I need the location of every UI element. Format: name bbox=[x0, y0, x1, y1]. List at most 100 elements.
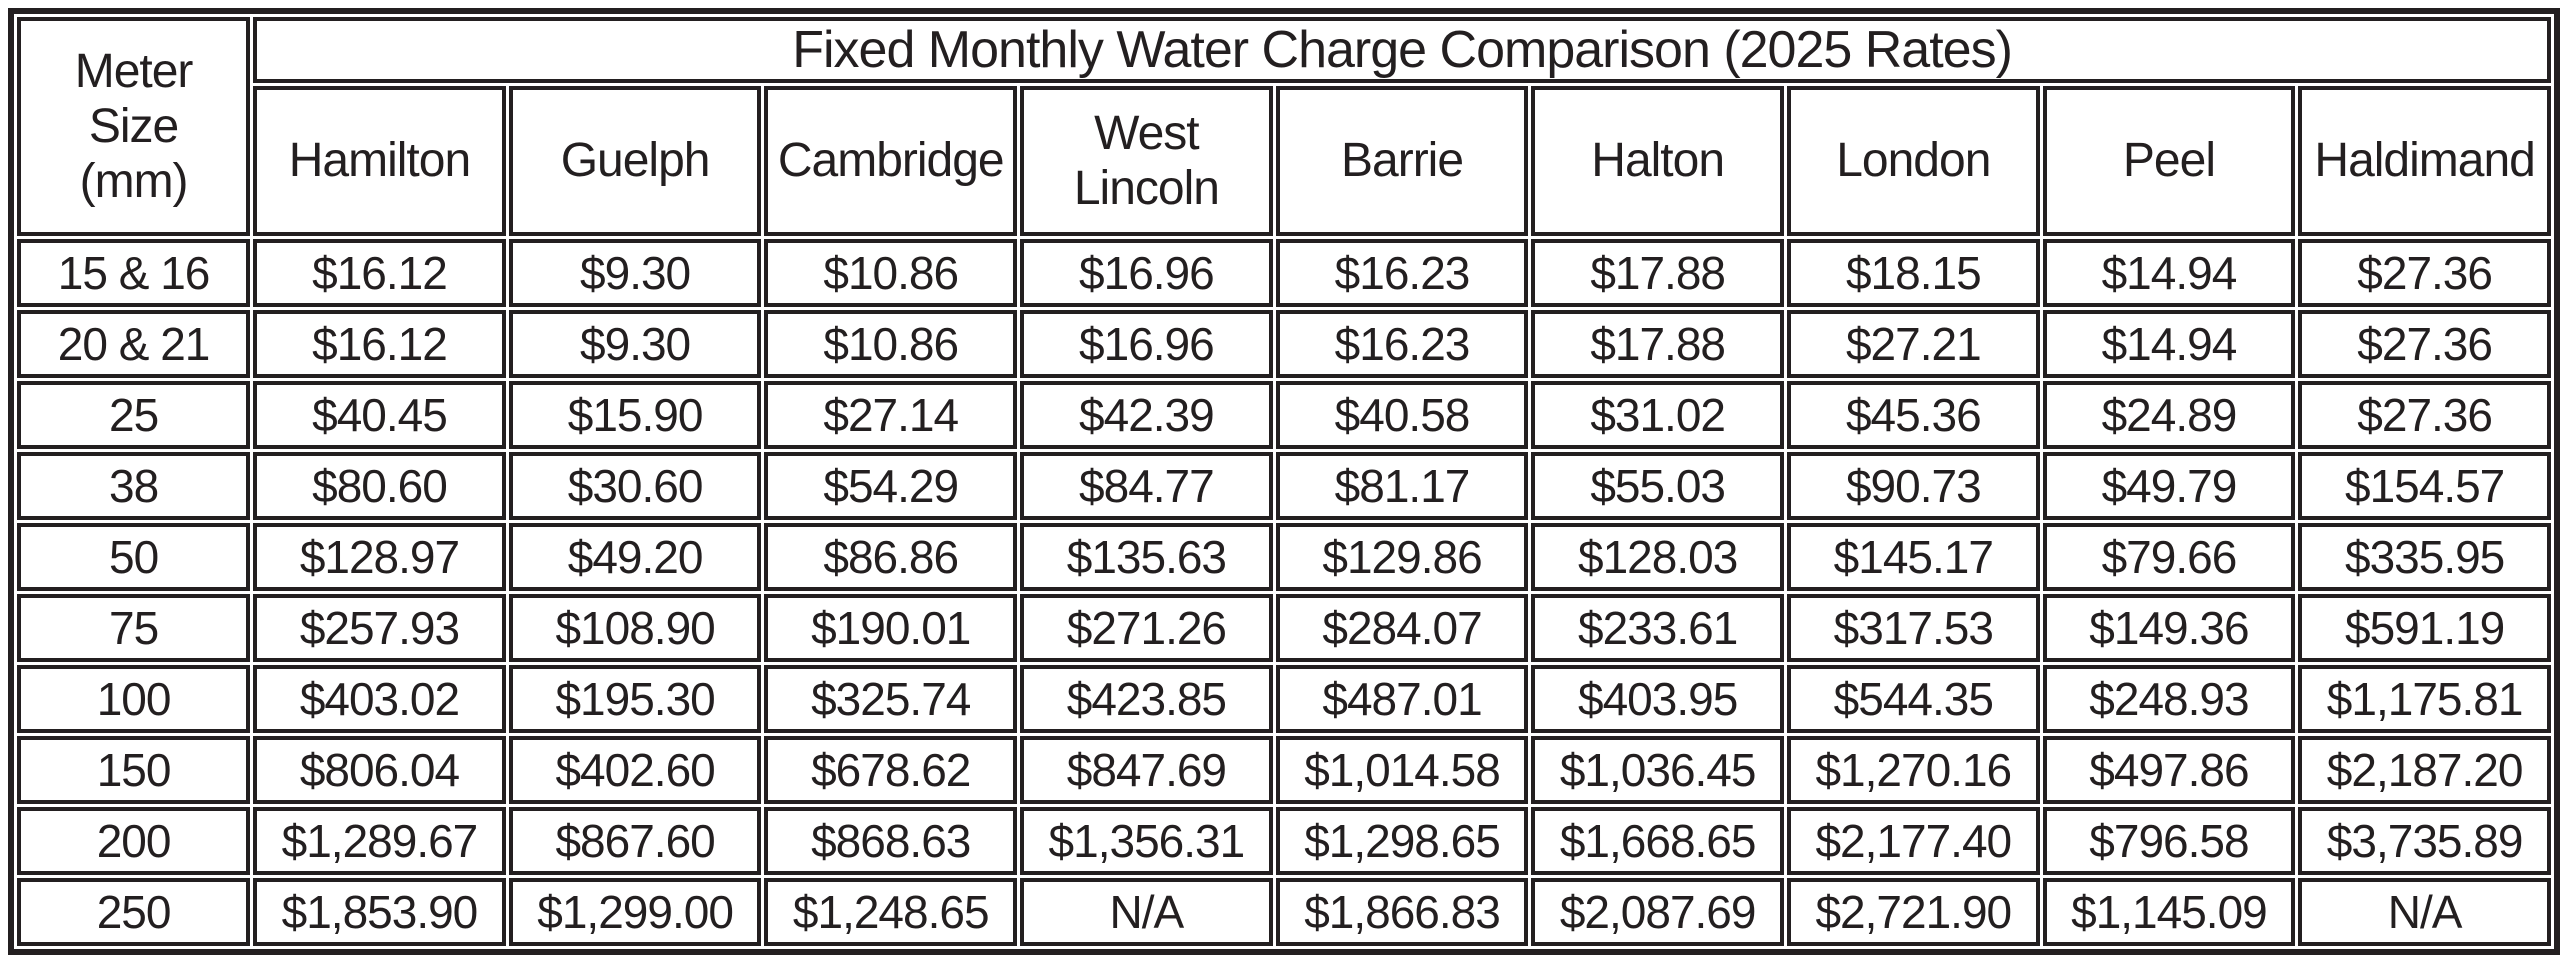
rate-cell: $335.95 bbox=[2298, 523, 2551, 591]
rate-cell: $79.66 bbox=[2042, 523, 2296, 591]
rate-cell: $3,735.89 bbox=[2298, 807, 2551, 875]
rate-cell: $867.60 bbox=[508, 807, 762, 875]
column-header-barrie: Barrie bbox=[1275, 86, 1529, 236]
rate-cell: $1,014.58 bbox=[1275, 736, 1529, 804]
rate-cell: $16.12 bbox=[253, 239, 506, 307]
rate-cell: $16.12 bbox=[253, 310, 506, 378]
rate-cell: $1,175.81 bbox=[2298, 665, 2551, 733]
rate-cell: $27.36 bbox=[2298, 310, 2551, 378]
rate-cell: $678.62 bbox=[764, 736, 1018, 804]
rate-cell: $284.07 bbox=[1275, 594, 1529, 662]
table-title: Fixed Monthly Water Charge Comparison (2… bbox=[253, 17, 2551, 83]
rate-cell: $544.35 bbox=[1786, 665, 2040, 733]
rate-cell: $14.94 bbox=[2042, 310, 2296, 378]
rate-cell: $1,248.65 bbox=[764, 878, 1018, 946]
rate-cell: $1,270.16 bbox=[1786, 736, 2040, 804]
rate-cell: $847.69 bbox=[1020, 736, 1273, 804]
meter-size-cell: 20 & 21 bbox=[17, 310, 251, 378]
rate-cell: $81.17 bbox=[1275, 452, 1529, 520]
rate-cell: $80.60 bbox=[253, 452, 506, 520]
rate-cell: $423.85 bbox=[1020, 665, 1273, 733]
rate-cell: $17.88 bbox=[1531, 310, 1784, 378]
column-header-guelph: Guelph bbox=[508, 86, 762, 236]
rate-cell: $1,289.67 bbox=[253, 807, 506, 875]
meter-size-cell: 75 bbox=[17, 594, 251, 662]
meter-size-cell: 15 & 16 bbox=[17, 239, 251, 307]
rate-cell: $1,668.65 bbox=[1531, 807, 1784, 875]
rate-cell: $18.15 bbox=[1786, 239, 2040, 307]
rate-cell: $9.30 bbox=[508, 310, 762, 378]
meter-size-cell: 38 bbox=[17, 452, 251, 520]
rate-cell: $154.57 bbox=[2298, 452, 2551, 520]
rate-cell: $27.21 bbox=[1786, 310, 2040, 378]
rate-cell: $42.39 bbox=[1020, 381, 1273, 449]
rate-cell: N/A bbox=[1020, 878, 1273, 946]
rate-cell: $1,036.45 bbox=[1531, 736, 1784, 804]
column-header-cambridge: Cambridge bbox=[764, 86, 1018, 236]
rate-cell: $40.58 bbox=[1275, 381, 1529, 449]
rate-cell: $24.89 bbox=[2042, 381, 2296, 449]
rate-cell: $591.19 bbox=[2298, 594, 2551, 662]
rate-cell: $128.03 bbox=[1531, 523, 1784, 591]
table-row: 15 & 16 $16.12 $9.30 $10.86 $16.96 $16.23 $17.… bbox=[17, 239, 2551, 307]
table-row: 50 $128.97 $49.20 $86.86 $135.63 $129.86 $128.… bbox=[17, 523, 2551, 591]
rate-cell: $15.90 bbox=[508, 381, 762, 449]
rate-cell: $135.63 bbox=[1020, 523, 1273, 591]
meter-size-cell: 25 bbox=[17, 381, 251, 449]
rate-cell: $27.36 bbox=[2298, 381, 2551, 449]
table-row: 250 $1,853.90 $1,299.00 $1,248.65 N/A $1,866.… bbox=[17, 878, 2551, 946]
rate-cell: $403.02 bbox=[253, 665, 506, 733]
rate-cell: $49.20 bbox=[508, 523, 762, 591]
rate-cell: $233.61 bbox=[1531, 594, 1784, 662]
rate-cell: $1,298.65 bbox=[1275, 807, 1529, 875]
rate-cell: $2,177.40 bbox=[1786, 807, 2040, 875]
rate-cell: $487.01 bbox=[1275, 665, 1529, 733]
rate-cell: $90.73 bbox=[1786, 452, 2040, 520]
column-header-west-lincoln: West Lincoln bbox=[1020, 86, 1273, 236]
meter-size-cell: 150 bbox=[17, 736, 251, 804]
column-header-hamilton: Hamilton bbox=[253, 86, 506, 236]
rate-cell: $403.95 bbox=[1531, 665, 1784, 733]
title-row: Meter Size (mm) Fixed Monthly Water Char… bbox=[17, 17, 2551, 236]
rate-cell: $145.17 bbox=[1786, 523, 2040, 591]
rate-cell: $190.01 bbox=[764, 594, 1018, 662]
rate-cell: $1,145.09 bbox=[2042, 878, 2296, 946]
meter-size-cell: 50 bbox=[17, 523, 251, 591]
rate-cell: $27.14 bbox=[764, 381, 1018, 449]
rate-cell: $2,721.90 bbox=[1786, 878, 2040, 946]
rates-table-body: 15 & 16 $16.12 $9.30 $10.86 $16.96 $16.23 $17.… bbox=[17, 239, 2551, 946]
rate-cell: $248.93 bbox=[2042, 665, 2296, 733]
table-row: 150 $806.04 $402.60 $678.62 $847.69 $1,014.58… bbox=[17, 736, 2551, 804]
rate-cell: $55.03 bbox=[1531, 452, 1784, 520]
rate-cell: $108.90 bbox=[508, 594, 762, 662]
meter-size-cell: 100 bbox=[17, 665, 251, 733]
rate-cell: $1,853.90 bbox=[253, 878, 506, 946]
rate-cell: $497.86 bbox=[2042, 736, 2296, 804]
rate-cell: $257.93 bbox=[253, 594, 506, 662]
rate-cell: $796.58 bbox=[2042, 807, 2296, 875]
rate-cell: $325.74 bbox=[764, 665, 1018, 733]
table-row: 100 $403.02 $195.30 $325.74 $423.85 $487.01 $4… bbox=[17, 665, 2551, 733]
table-row: 20 & 21 $16.12 $9.30 $10.86 $16.96 $16.23 $17.… bbox=[17, 310, 2551, 378]
column-header-peel: Peel bbox=[2042, 86, 2296, 236]
rate-cell: $27.36 bbox=[2298, 239, 2551, 307]
column-header-london: London bbox=[1786, 86, 2040, 236]
rate-cell: $10.86 bbox=[764, 239, 1018, 307]
rate-cell: $806.04 bbox=[253, 736, 506, 804]
rate-cell: $1,356.31 bbox=[1020, 807, 1273, 875]
rate-cell: $45.36 bbox=[1786, 381, 2040, 449]
table-row: 75 $257.93 $108.90 $190.01 $271.26 $284.07 $23… bbox=[17, 594, 2551, 662]
rate-cell: $2,087.69 bbox=[1531, 878, 1784, 946]
rate-cell: $30.60 bbox=[508, 452, 762, 520]
water-rates-table: Meter Size (mm) Fixed Monthly Water Char… bbox=[8, 8, 2560, 955]
rate-cell: $16.23 bbox=[1275, 239, 1529, 307]
rate-cell: $129.86 bbox=[1275, 523, 1529, 591]
column-header-halton: Halton bbox=[1531, 86, 1784, 236]
rate-cell: $149.36 bbox=[2042, 594, 2296, 662]
column-header-haldimand: Haldimand bbox=[2298, 86, 2551, 236]
city-header-row: Hamilton Guelph Cambridge West Lincoln Barri… bbox=[17, 86, 2551, 236]
rate-cell: N/A bbox=[2298, 878, 2551, 946]
rate-cell: $195.30 bbox=[508, 665, 762, 733]
rate-cell: $2,187.20 bbox=[2298, 736, 2551, 804]
